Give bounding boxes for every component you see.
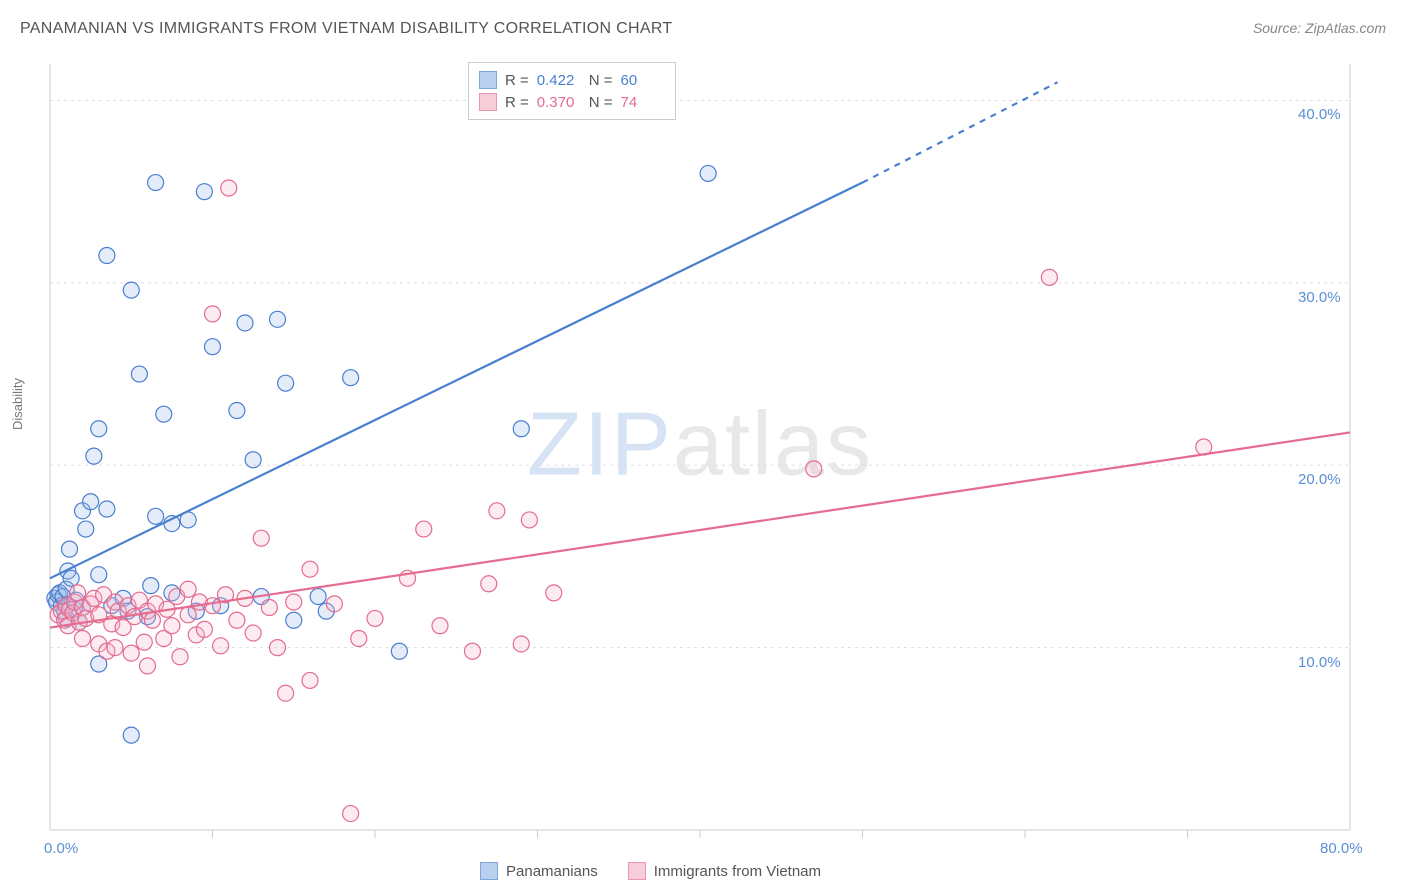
legend-swatch [479, 93, 497, 111]
y-tick-label: 40.0% [1298, 106, 1341, 123]
source-label: Source: ZipAtlas.com [1253, 20, 1386, 36]
legend-series-name: Immigrants from Vietnam [654, 863, 821, 880]
legend-r-value: 0.422 [537, 72, 581, 89]
legend-swatch [480, 862, 498, 880]
legend-r-label: R = [505, 94, 529, 111]
legend-stats: R = 0.422 N = 60 R = 0.370 N = 74 [468, 62, 676, 120]
legend-swatch [479, 71, 497, 89]
x-tick-label: 80.0% [1320, 840, 1363, 857]
y-axis-label: Disability [10, 378, 25, 430]
y-tick-label: 20.0% [1298, 471, 1341, 488]
legend-series-name: Panamanians [506, 863, 598, 880]
chart-svg [40, 50, 1360, 840]
legend-n-value: 74 [621, 94, 665, 111]
legend-n-label: N = [589, 94, 613, 111]
legend-n-label: N = [589, 72, 613, 89]
y-tick-label: 10.0% [1298, 654, 1341, 671]
plot-area: ZIPatlas [40, 50, 1360, 840]
legend-series-item: Panamanians [480, 862, 598, 880]
legend-n-value: 60 [621, 72, 665, 89]
legend-stat-row: R = 0.370 N = 74 [479, 91, 665, 113]
legend-series: Panamanians Immigrants from Vietnam [480, 862, 821, 880]
legend-stat-row: R = 0.422 N = 60 [479, 69, 665, 91]
legend-swatch [628, 862, 646, 880]
legend-r-value: 0.370 [537, 94, 581, 111]
legend-r-label: R = [505, 72, 529, 89]
y-tick-label: 30.0% [1298, 289, 1341, 306]
legend-series-item: Immigrants from Vietnam [628, 862, 821, 880]
chart-title: PANAMANIAN VS IMMIGRANTS FROM VIETNAM DI… [20, 20, 672, 38]
x-tick-label: 0.0% [44, 840, 78, 857]
